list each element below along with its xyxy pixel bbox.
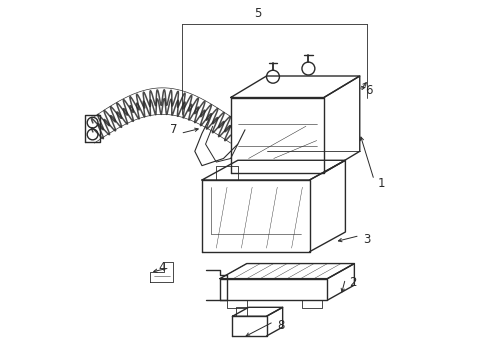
Text: 1: 1	[378, 177, 385, 190]
Text: 6: 6	[365, 84, 372, 97]
Text: 5: 5	[254, 7, 261, 20]
Text: 7: 7	[170, 123, 177, 136]
Text: 3: 3	[364, 233, 371, 246]
Text: 2: 2	[349, 276, 357, 289]
Text: 4: 4	[159, 261, 166, 274]
Text: 8: 8	[277, 319, 285, 332]
